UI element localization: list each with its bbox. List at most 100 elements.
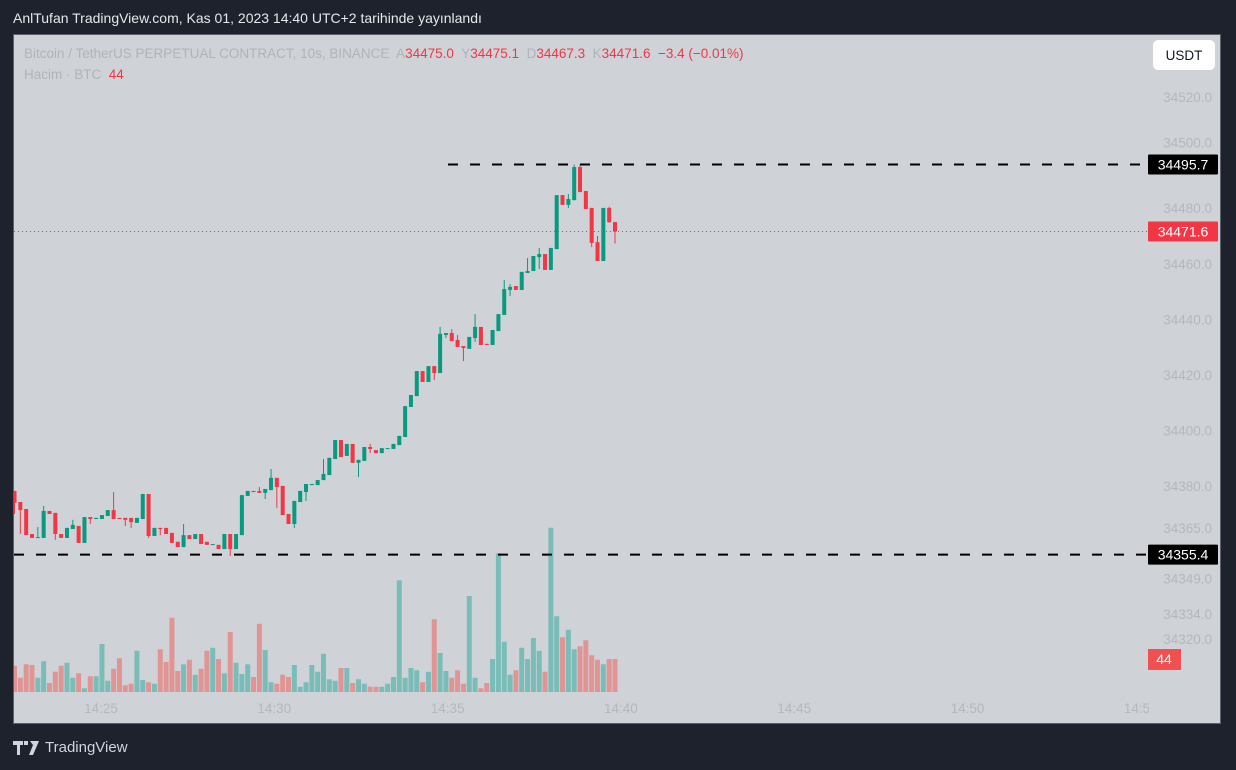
- volume-bar: [536, 650, 542, 692]
- candle-body: [76, 525, 81, 543]
- volume-bar: [70, 677, 76, 692]
- volume-bar: [414, 670, 420, 692]
- candle-body: [187, 535, 192, 540]
- candle: [420, 371, 425, 382]
- candle-body: [158, 527, 163, 530]
- price-axis-label: 34349.0: [1163, 571, 1212, 586]
- price-axis-label: 34480.0: [1163, 201, 1212, 216]
- volume-bar: [583, 640, 589, 692]
- candle: [111, 492, 116, 520]
- candle: [158, 527, 163, 536]
- volume-bar: [490, 659, 496, 692]
- volume-bar: [140, 680, 146, 692]
- price-chart[interactable]: 34520.0 34500.0 34480.0 34460.0 34440.0 34420…: [14, 35, 1221, 724]
- candle: [140, 493, 145, 520]
- candle: [251, 490, 256, 493]
- last-price-tag-text: 34471.6: [1158, 224, 1209, 240]
- candle: [169, 532, 174, 543]
- candle: [222, 534, 227, 550]
- candle: [344, 443, 349, 456]
- candle: [99, 515, 104, 520]
- candle: [193, 534, 198, 540]
- candle-body: [94, 517, 99, 520]
- candle: [269, 468, 274, 491]
- candle: [595, 236, 600, 262]
- candle-body: [414, 371, 419, 397]
- candle: [82, 517, 87, 543]
- candle-body: [251, 490, 256, 493]
- candle: [234, 534, 239, 550]
- candle: [123, 517, 128, 526]
- last-volume-tag: 44: [1148, 649, 1181, 670]
- volume-bar: [373, 686, 379, 692]
- volume-bar: [425, 671, 431, 692]
- candle: [70, 519, 75, 530]
- candle: [513, 286, 518, 290]
- volume-bar: [204, 650, 210, 692]
- candle: [583, 190, 588, 210]
- candle-body: [269, 477, 274, 491]
- time-axis-mask: [1149, 695, 1220, 723]
- candle-body: [193, 534, 198, 540]
- candle: [432, 366, 437, 381]
- candle-body: [443, 333, 448, 335]
- candle-body: [14, 490, 17, 503]
- candle: [356, 459, 361, 478]
- candle: [228, 534, 233, 556]
- last-volume-tag-bg: [1148, 649, 1181, 670]
- candle: [216, 544, 221, 550]
- candle-body: [245, 490, 250, 496]
- candle-body: [327, 457, 332, 476]
- price-axis-label: 34320.0: [1163, 632, 1212, 647]
- candle-body: [548, 247, 553, 270]
- candle: [391, 443, 396, 449]
- candle: [24, 508, 29, 536]
- candle: [449, 329, 454, 342]
- candle-body: [228, 534, 233, 550]
- candle-body: [164, 527, 169, 535]
- tradingview-logo[interactable]: TradingView: [13, 739, 128, 756]
- candle-body: [41, 510, 46, 538]
- candle-body: [583, 190, 588, 210]
- candle-body: [566, 199, 571, 205]
- candle-body: [152, 527, 157, 536]
- candle: [315, 480, 320, 486]
- candle-body: [438, 333, 443, 374]
- last-price-tag-bg: [1148, 221, 1218, 242]
- candle-body: [403, 406, 408, 437]
- volume-bar: [286, 677, 292, 692]
- volume-bar: [560, 637, 566, 692]
- volume-bar: [396, 580, 402, 692]
- candle: [280, 485, 285, 516]
- candle: [88, 517, 93, 525]
- support-price-tag-text: 34355.4: [1158, 547, 1209, 563]
- candle-body: [315, 480, 320, 486]
- candle-body: [519, 271, 524, 290]
- candle: [566, 194, 571, 208]
- candle: [321, 458, 326, 481]
- chart-panel[interactable]: 34520.0 34500.0 34480.0 34460.0 34440.0 34420…: [13, 34, 1221, 724]
- currency-button[interactable]: USDT: [1153, 40, 1215, 70]
- candle: [76, 525, 81, 543]
- candle: [18, 502, 23, 535]
- publish-info: AnlTufan TradingView.com, Kas 01, 2023 1…: [13, 10, 482, 26]
- volume-bar: [355, 679, 361, 692]
- candle: [181, 524, 186, 548]
- candle-body: [64, 527, 69, 538]
- volume-bar: [460, 683, 466, 692]
- candle: [30, 534, 34, 538]
- candle-body: [344, 443, 349, 456]
- change-value: −3.4 (−0.01%): [657, 46, 744, 61]
- volume-bar: [157, 649, 163, 692]
- candle-body: [467, 336, 472, 349]
- candle-body: [199, 534, 204, 545]
- candle-body: [47, 510, 52, 514]
- candle: [455, 334, 460, 347]
- candle-body: [134, 517, 139, 523]
- candle-body: [449, 333, 454, 342]
- candle: [257, 487, 262, 493]
- volume-bar: [595, 659, 601, 692]
- candle: [338, 440, 343, 458]
- candle: [385, 448, 390, 450]
- candle: [239, 495, 244, 536]
